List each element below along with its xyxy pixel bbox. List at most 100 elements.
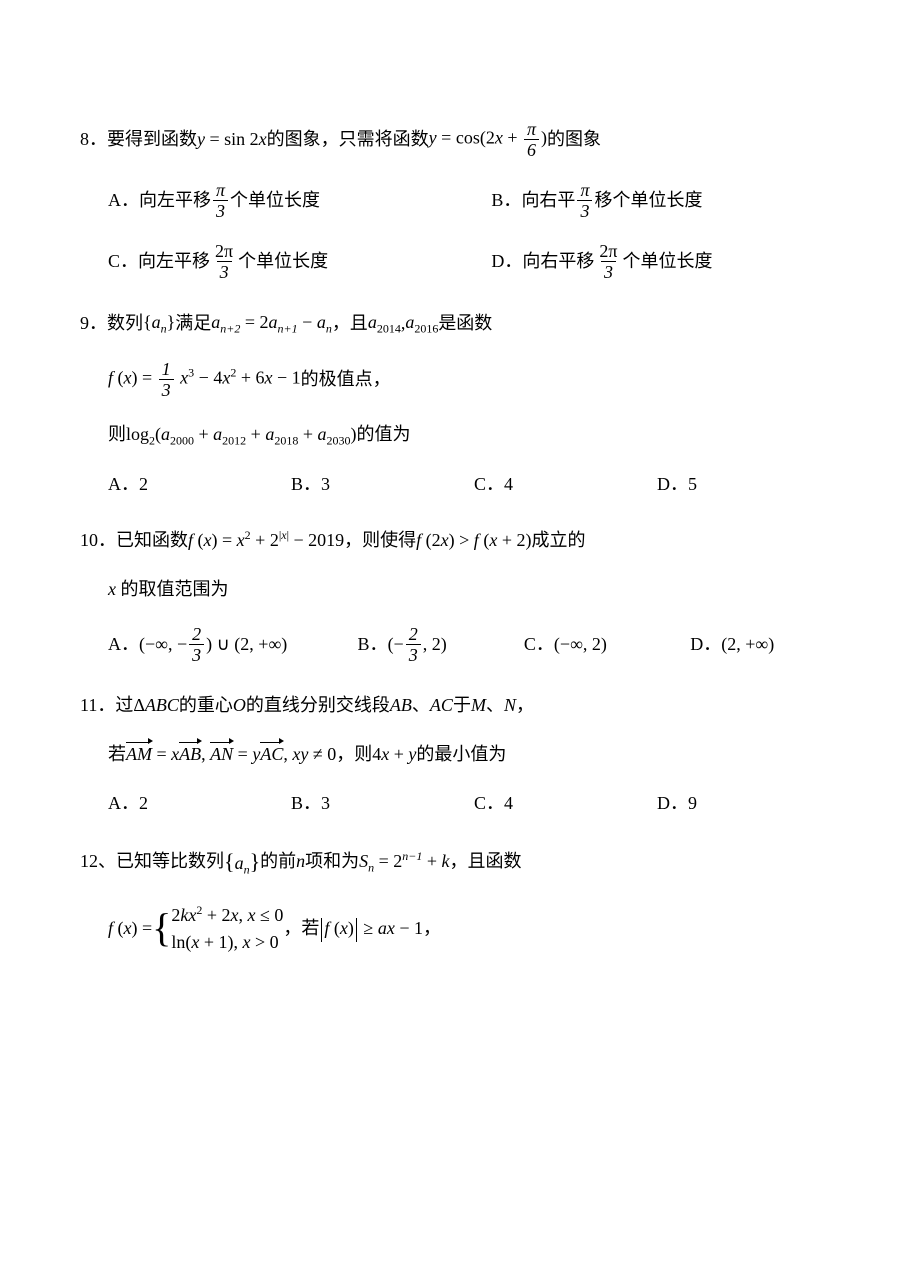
q10-stem-2: x 的取值范围为 — [80, 576, 840, 603]
q9-fx: f (x) = 13 x3 − 4x2 + 6x − 1 — [108, 360, 301, 399]
q10-x: x — [237, 530, 245, 550]
q12-fx: f (x) = — [108, 915, 152, 942]
q9-text-g: 的值为 — [356, 421, 410, 448]
q9-rec: an+2 = 2an+1 − an — [211, 309, 332, 338]
q11-text-b: 的重心 — [179, 692, 233, 719]
q10-b-open: (− — [388, 631, 404, 658]
q8-c-pre: 向左平移 — [138, 248, 210, 275]
q11-vAB: AB — [179, 741, 201, 768]
q9-t2-sub: 2012 — [222, 433, 246, 447]
q12-abs-p: ( — [329, 918, 340, 938]
q11-text-d: 于 — [453, 692, 471, 719]
q9-rec-eq: = 2 — [240, 312, 268, 332]
q8-c-post: 个单位长度 — [238, 248, 328, 275]
q10-b-frac: 23 — [406, 625, 421, 664]
q11-options: A．2 B．3 C．4 D．9 — [80, 790, 840, 817]
q9-a2014: a2014 — [368, 309, 401, 338]
q11-cond-c: , — [283, 744, 292, 764]
q11-tri: ΔABC — [133, 692, 179, 719]
q9-seq: {an} — [143, 309, 175, 338]
q8-eq1-lhs: y — [197, 129, 205, 149]
q9-text-a: 数列 — [107, 310, 143, 337]
q9-a2014-a: a — [368, 312, 377, 332]
q9-text-f: 则 — [108, 421, 126, 448]
q10-b-num: 2 — [406, 625, 421, 644]
q10-fx-eq: ) = — [212, 530, 237, 550]
q8-opt-a: A． 向左平移 π3 个单位长度 — [108, 181, 491, 220]
q8-d-pre: 向右平移 — [522, 248, 594, 275]
q11-opt-b: B．3 — [291, 790, 474, 817]
q8-2: 2 — [250, 129, 259, 149]
q9-log2: log — [126, 424, 149, 444]
question-12: 12、 已知等比数列 {an} 的前 n 项和为 Sn = 2n−1 + k ，… — [80, 845, 840, 956]
q8-d-frac: 2π3 — [596, 242, 620, 281]
q10-options: A． (−∞, −23) ∪ (2, +∞) B． (−23, 2) C． (−… — [80, 625, 840, 664]
q10-d-text: (2, +∞) — [721, 631, 774, 658]
q10-c-text: (−∞, 2) — [554, 631, 607, 658]
q8-row-cd: C． 向左平移 2π3 个单位长度 D． 向右平移 2π3 个单位长度 — [80, 242, 840, 281]
q10-a-num: 2 — [189, 625, 204, 644]
q11-vAN: AN — [210, 741, 233, 768]
q8-d-num: 2π — [596, 242, 620, 261]
q11-comma: , — [201, 744, 210, 764]
q12-abs-l — [321, 918, 322, 942]
q8-opt-c: C． 向左平移 2π3 个单位长度 — [108, 242, 491, 281]
q12-cases-inner: 2kx2 + 2x, x ≤ 0 ln(x + 1), x > 0 — [171, 901, 283, 956]
q10-opt-c: C． (−∞, 2) — [524, 631, 690, 658]
q10-a-den: 3 — [189, 644, 204, 664]
q12-stem-1: 12、 已知等比数列 {an} 的前 n 项和为 Sn = 2n−1 + k ，… — [80, 845, 840, 879]
q10-x-var: x — [108, 576, 116, 603]
q12-fx-eq: ) = — [132, 918, 153, 938]
q9-rec-m: a — [269, 312, 278, 332]
q9-p6: + 6 — [236, 367, 264, 387]
q12-abs-c: ) — [348, 918, 354, 938]
q9-stem-1: 9． 数列 {an} 满足 an+2 = 2an+1 − an ，且 a2014… — [80, 309, 840, 338]
q8-a-den: 3 — [213, 200, 228, 220]
q9-text-d: 是函数 — [438, 310, 492, 337]
q11-stem-2: 若 AM = xAB, AN = yAC, xy ≠ 0 ，则 4x + y 的… — [80, 741, 840, 768]
q12-abs-r — [356, 918, 357, 942]
q9-a2016: a2016 — [405, 309, 438, 338]
q12-seq: {an} — [224, 845, 260, 879]
q12-text-f: ， — [423, 915, 441, 942]
q11-line2-a: 若 — [108, 741, 126, 768]
q9-number: 9． — [80, 310, 107, 337]
q8-c-frac: 2π3 — [212, 242, 236, 281]
q12-seq-a: a — [235, 853, 244, 873]
q8-a-post: 个单位长度 — [230, 187, 320, 214]
q10-opt-b: B． (−23, 2) — [358, 625, 524, 664]
q11-eq2s: = — [233, 744, 252, 764]
q8-stem: 8． 要得到函数 y = sin 2x 的图象，只需将函数 y = cos(2x… — [80, 120, 840, 159]
q9-t2: a — [213, 424, 222, 444]
q8-eq2-lhs: y — [429, 128, 437, 148]
q12-Sn-k: k — [442, 851, 450, 871]
question-10: 10． 已知函数 f (x) = x2 + 2|x| − 2019 ，则使得 f… — [80, 526, 840, 664]
q9-opt-d: D．5 — [657, 471, 840, 498]
q9-t1: a — [161, 424, 170, 444]
q9-fx-paren: ( — [113, 367, 124, 387]
q9-stem-3: 则 log2(a2000 + a2012 + a2018 + a2030) 的值… — [80, 421, 840, 450]
q11-N: N — [504, 692, 516, 719]
q12-n: n — [296, 848, 305, 875]
q11-dot2: 、 — [486, 692, 504, 719]
q9-rec-r: a — [317, 312, 326, 332]
q8-d-label: D． — [491, 248, 522, 275]
q12-absineq: f (x) ≥ ax − 1 — [319, 915, 423, 942]
q10-stem-1: 10． 已知函数 f (x) = x2 + 2|x| − 2019 ，则使得 f… — [80, 526, 840, 554]
q8-text-c: 的图象 — [547, 126, 601, 153]
q11-line2-b: ，则 — [336, 741, 372, 768]
q9-m4: − 4 — [194, 367, 222, 387]
q11-AB: AB — [390, 692, 412, 719]
q9-plus1: + — [194, 424, 213, 444]
q10-opt-a: A． (−∞, −23) ∪ (2, +∞) — [108, 625, 358, 664]
q10-text-c: 成立的 — [531, 527, 585, 554]
q12-m1: − 1 — [395, 918, 423, 938]
q9-plus3: + — [298, 424, 317, 444]
q12-case1: 2kx2 + 2x, x ≤ 0 — [171, 901, 283, 929]
q10-a-mid: ) ∪ (2, +∞) — [206, 631, 287, 658]
q8-a-pre: 向左平移 — [139, 187, 211, 214]
q8-cos: cos(2 — [456, 128, 495, 148]
q8-number: 8． — [80, 126, 107, 153]
q11-opt-a: A．2 — [108, 790, 291, 817]
q11-opt-c: C．4 — [474, 790, 657, 817]
